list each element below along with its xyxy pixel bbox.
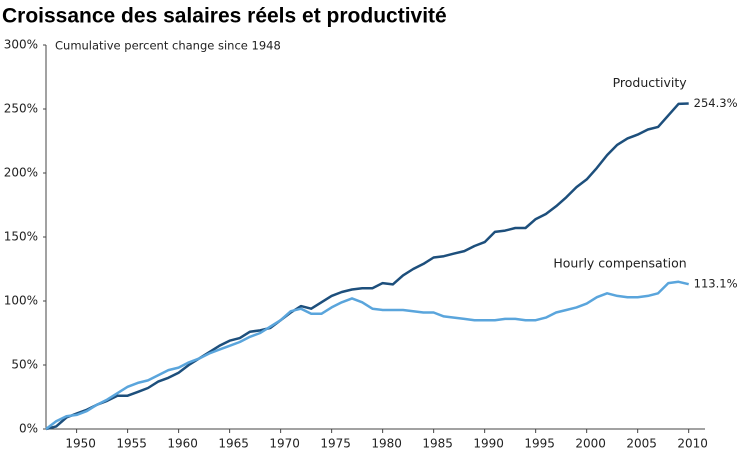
y-tick-label: 150% [4,230,38,244]
x-tick-label: 1970 [269,437,300,451]
x-tick-label: 1985 [422,437,453,451]
series-line [45,280,689,430]
x-tick-label: 1995 [524,437,555,451]
end-value-label: 254.3% [694,96,737,110]
series-line [45,102,689,431]
x-tick-label: 1975 [320,437,351,451]
x-tick-label: 1980 [371,437,402,451]
x-tick-label: 1965 [218,437,249,451]
y-tick-label: 250% [4,102,38,116]
y-tick-label: 0% [19,422,38,436]
x-tick-label: 1990 [473,437,504,451]
y-tick-label: 100% [4,294,38,308]
chart-title: Croissance des salaires réels et product… [2,5,447,28]
x-tick-label: 2005 [626,437,657,451]
x-tick-label: 2000 [575,437,606,451]
x-tick-label: 1950 [65,437,96,451]
end-value-label: 113.1% [694,277,737,291]
y-tick-label: 50% [11,358,38,372]
x-tick-label: 1955 [116,437,147,451]
x-tick-label: 2010 [677,437,708,451]
series-label: Hourly compensation [553,256,686,271]
y-tick-label: 300% [4,38,38,52]
y-tick-label: 200% [4,166,38,180]
x-tick-label: 1960 [167,437,198,451]
series-label: Productivity [613,75,688,90]
chart-subtitle: Cumulative percent change since 1948 [55,39,281,53]
